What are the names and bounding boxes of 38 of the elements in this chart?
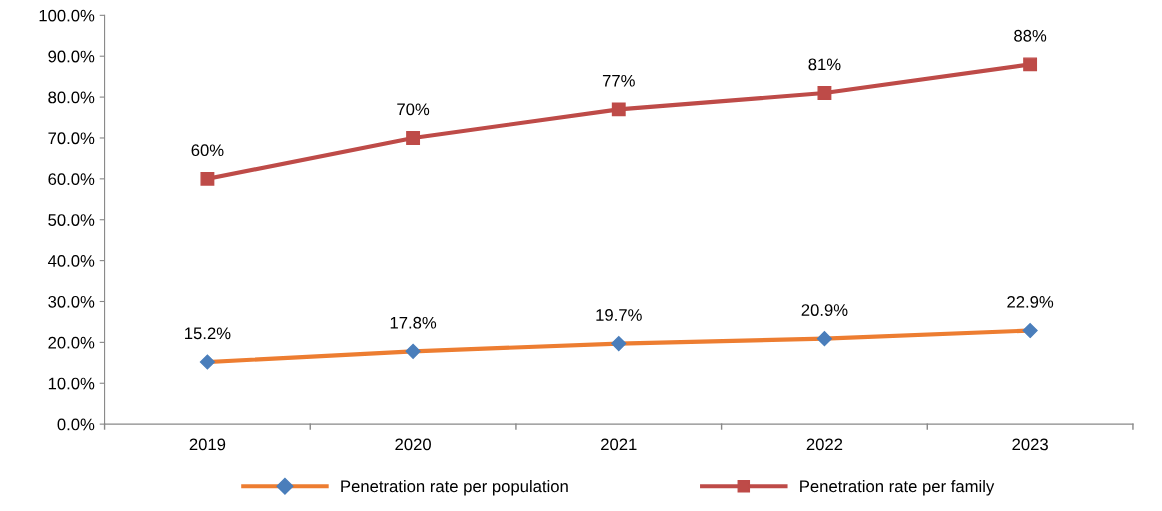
point — [1022, 322, 1038, 339]
data-label: 81% — [808, 58, 841, 71]
y-tick-label: 30.0% — [48, 295, 95, 308]
data-label: 88% — [1014, 29, 1047, 42]
data-label: 17.8% — [390, 316, 437, 329]
y-tick-label: 80.0% — [48, 91, 95, 104]
point — [199, 354, 215, 370]
point — [200, 171, 215, 186]
x-tick-label: 2019 — [189, 438, 226, 451]
y-tick-label: 60.0% — [48, 173, 95, 186]
point — [611, 102, 626, 117]
y-tick-label: 20.0% — [48, 336, 95, 349]
data-label: 60% — [191, 144, 224, 157]
data-label: 22.9% — [1007, 295, 1054, 308]
data-label: 15.2% — [185, 327, 231, 340]
data-label: 77% — [602, 74, 635, 87]
point — [405, 343, 421, 359]
y-tick-label: 50.0% — [48, 214, 95, 226]
point — [611, 336, 627, 352]
x-tick-label: 2020 — [395, 438, 431, 451]
y-tick-label: 10.0% — [48, 377, 95, 390]
legend-label: Penetration rate per family — [800, 480, 995, 496]
y-tick-label: 70.0% — [48, 132, 95, 145]
x-tick-label: 2023 — [1012, 438, 1048, 451]
point — [1023, 57, 1038, 72]
point — [817, 86, 832, 100]
point — [816, 331, 833, 347]
data-label: 19.7% — [596, 309, 642, 321]
y-tick-label: 0.0% — [57, 418, 95, 431]
data-label: 20.9% — [801, 304, 848, 316]
y-tick-label: 100.0% — [39, 9, 95, 22]
x-tick-label: 2022 — [806, 438, 843, 451]
y-tick-label: 40.0% — [47, 255, 95, 267]
legend-label: Penetration rate per population — [341, 480, 568, 496]
point — [406, 131, 421, 145]
data-label: 70% — [397, 103, 430, 116]
y-tick-label: 90.0% — [48, 50, 95, 63]
x-tick-label: 2021 — [601, 438, 637, 451]
